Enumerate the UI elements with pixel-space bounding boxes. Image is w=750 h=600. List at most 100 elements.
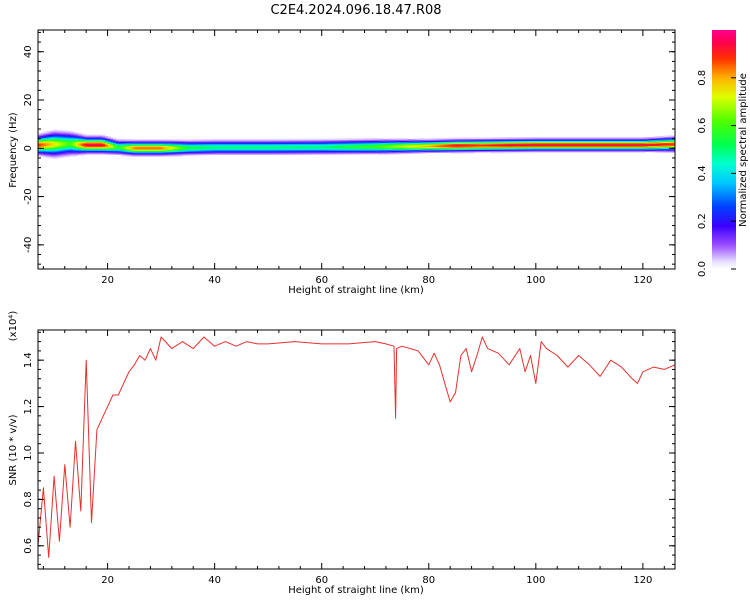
heatmap-cell (153, 143, 157, 145)
heatmap-cell (642, 151, 646, 154)
heatmap-cell (418, 144, 422, 147)
snr-series-line (38, 336, 675, 558)
heatmap-cell (356, 151, 360, 154)
heatmap-cell (201, 148, 205, 151)
heatmap-cell (230, 141, 234, 143)
heatmap-cell (203, 139, 208, 141)
heatmap-cell (78, 133, 82, 135)
heatmap-cell (345, 140, 349, 143)
heatmap-cell (503, 145, 507, 148)
heatmap-cell (597, 144, 601, 146)
heatmap-cell (182, 140, 186, 143)
heatmap-cell (238, 141, 242, 143)
heatmap-cell (495, 139, 499, 142)
heatmap-cell (482, 138, 486, 141)
heatmap-cell (70, 151, 74, 153)
heatmap-cell (557, 140, 561, 143)
heatmap-cell (72, 144, 76, 146)
heatmap-cell (393, 143, 398, 145)
heatmap-cell (519, 151, 523, 154)
heatmap-cell (43, 154, 47, 157)
heatmap-cell (169, 154, 173, 156)
heatmap-cell (353, 150, 357, 153)
heatmap-cell (166, 155, 170, 157)
heatmap-cell (466, 139, 470, 142)
heatmap-cell (343, 138, 347, 141)
heatmap-cell (220, 153, 224, 155)
heatmap-cell (169, 146, 173, 149)
heatmap-cell (99, 137, 103, 139)
heatmap-cell (252, 153, 256, 155)
heatmap-cell (490, 149, 494, 152)
heatmap-cell (78, 141, 82, 144)
heatmap-cell (570, 147, 574, 150)
heatmap-cell (289, 141, 293, 143)
heatmap-cell (56, 136, 60, 138)
heatmap-cell (112, 142, 117, 144)
heatmap-cell (313, 142, 317, 144)
heatmap-cell (123, 147, 127, 150)
heatmap-cell (201, 142, 205, 145)
heatmap-cell (321, 150, 325, 153)
heatmap-cell (399, 140, 403, 143)
heatmap-cell (123, 152, 127, 155)
heatmap-cell (46, 143, 50, 145)
heatmap-cell (123, 148, 127, 151)
heatmap-cell (302, 147, 307, 149)
snr-y-ticks: 0.60.81.01.21.4 (23, 331, 675, 565)
heatmap-cell (335, 149, 339, 151)
heatmap-cell (46, 142, 50, 144)
heatmap-cell (602, 149, 606, 151)
heatmap-cell (134, 154, 138, 156)
heatmap-cell (139, 143, 143, 145)
heatmap-cell (182, 150, 186, 152)
heatmap-cell (388, 142, 392, 144)
heatmap-cell (605, 139, 609, 141)
heatmap-cell (286, 146, 290, 148)
heatmap-cell (230, 149, 234, 152)
heatmap-cell (46, 138, 50, 141)
heatmap-cell (594, 142, 598, 145)
heatmap-cell (94, 143, 98, 145)
heatmap-cell (284, 152, 288, 154)
heatmap-cell (294, 153, 299, 155)
heatmap-cell (514, 143, 518, 145)
heatmap-cell (554, 149, 558, 151)
heatmap-cell (142, 146, 146, 149)
heatmap-cell (324, 148, 328, 150)
heatmap-cell (169, 149, 173, 151)
heatmap-cell (375, 141, 379, 144)
heatmap-cell (634, 140, 638, 143)
heatmap-cell (56, 148, 60, 151)
heatmap-cell (372, 149, 376, 151)
heatmap-cell (249, 138, 253, 141)
heatmap-cell (476, 142, 481, 144)
heatmap-cell (348, 148, 352, 150)
heatmap-cell (490, 147, 494, 149)
heatmap-cell (137, 146, 141, 149)
heatmap-cell (458, 140, 462, 142)
heatmap-cell (527, 149, 531, 151)
heatmap-cell (246, 144, 250, 147)
heatmap-cell (249, 148, 253, 151)
heatmap-cell (78, 140, 82, 142)
y-tick-label: 1.2 (23, 399, 34, 415)
heatmap-cell (549, 141, 553, 144)
heatmap-cell (468, 147, 472, 149)
heatmap-cell (203, 151, 208, 153)
heatmap-cell (257, 153, 261, 155)
heatmap-cell (610, 142, 614, 145)
heatmap-cell (567, 142, 572, 145)
heatmap-cell (383, 151, 387, 153)
heatmap-cell (220, 150, 224, 153)
heatmap-cell (369, 149, 373, 151)
heatmap-cell (220, 152, 224, 154)
heatmap-cell (54, 142, 58, 145)
heatmap-cell (380, 143, 384, 146)
heatmap-cell (225, 140, 229, 142)
heatmap-cell (348, 139, 352, 142)
heatmap-cell (153, 150, 157, 153)
heatmap-cell (91, 150, 95, 153)
heatmap-cell (54, 156, 58, 158)
heatmap-cell (570, 138, 574, 140)
